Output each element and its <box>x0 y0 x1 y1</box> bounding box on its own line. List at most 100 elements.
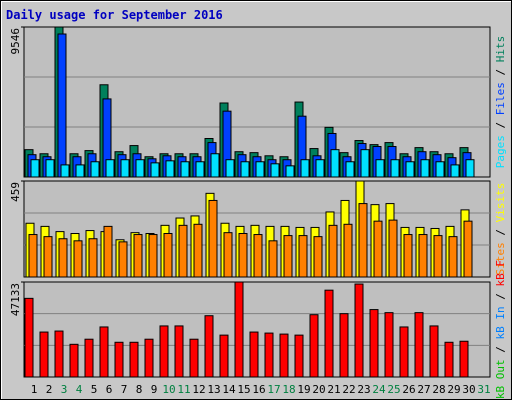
bar <box>225 159 235 178</box>
x-tick-label: 19 <box>297 383 310 396</box>
bar <box>163 232 173 278</box>
bar <box>180 161 190 178</box>
bar <box>399 326 409 378</box>
bar <box>105 159 115 178</box>
legend-entry: Sites <box>494 242 507 275</box>
bar <box>369 309 379 378</box>
bar <box>255 161 265 178</box>
bar <box>57 33 67 178</box>
bar <box>73 240 83 278</box>
bar <box>150 162 160 178</box>
bar <box>129 341 139 378</box>
x-tick-label: 7 <box>121 383 128 396</box>
bar <box>69 343 79 378</box>
bar <box>120 159 130 178</box>
x-tick-label: 5 <box>91 383 98 396</box>
legend-separator: / <box>494 286 507 306</box>
bar <box>283 235 293 278</box>
x-tick-label: 4 <box>76 383 83 396</box>
x-tick-label: 30 <box>462 383 475 396</box>
bar <box>429 325 439 378</box>
bar <box>24 297 34 378</box>
bar <box>165 160 175 178</box>
y-tick-label: 47133 <box>9 283 22 316</box>
bar <box>148 234 158 278</box>
bar <box>103 225 113 278</box>
x-tick-label: 24 <box>372 383 386 396</box>
bar <box>210 153 220 178</box>
x-tick-label: 28 <box>432 383 445 396</box>
bar <box>375 159 385 178</box>
x-tick-label: 14 <box>222 383 236 396</box>
bar <box>234 281 244 378</box>
x-tick-label: 15 <box>237 383 250 396</box>
bar <box>84 338 94 378</box>
bar <box>324 289 334 378</box>
bar <box>253 234 263 278</box>
bar <box>463 220 473 278</box>
bar <box>30 159 40 178</box>
x-tick-label: 31 <box>477 383 490 396</box>
x-tick-label: 22 <box>342 383 355 396</box>
y-tick-label: 9546 <box>9 28 22 55</box>
bar <box>144 338 154 378</box>
bar <box>193 223 203 278</box>
x-tick-label: 10 <box>162 383 175 396</box>
bar <box>339 313 349 378</box>
bar <box>174 325 184 378</box>
bar <box>208 199 218 278</box>
bar <box>345 161 355 178</box>
legend-entry: Pages <box>494 135 507 168</box>
bar <box>45 159 55 178</box>
bar <box>90 161 100 178</box>
bar <box>240 161 250 178</box>
legend-entry: Hits <box>494 36 507 63</box>
bar <box>330 149 340 178</box>
legend-separator: / <box>494 222 507 242</box>
bar <box>223 232 233 278</box>
bar <box>294 334 304 378</box>
bar <box>433 235 443 278</box>
bar <box>279 333 289 378</box>
bar <box>450 164 460 178</box>
bar <box>264 332 274 378</box>
bar <box>54 330 64 378</box>
x-tick-label: 13 <box>207 383 220 396</box>
bar <box>300 159 310 178</box>
bar <box>219 334 229 378</box>
x-tick-label: 20 <box>312 383 325 396</box>
x-tick-label: 29 <box>447 383 460 396</box>
bar <box>444 341 454 378</box>
x-tick-label: 18 <box>282 383 295 396</box>
legend-entry: kB F <box>494 260 507 287</box>
x-tick-label: 27 <box>417 383 430 396</box>
bar <box>118 241 128 278</box>
bar <box>448 236 458 278</box>
bar <box>459 340 469 378</box>
bar <box>39 331 49 378</box>
bar <box>114 341 124 378</box>
bar <box>309 314 319 378</box>
bar <box>354 283 364 378</box>
legend: Pages / Files / Hits <box>494 36 507 169</box>
bar <box>268 240 278 278</box>
legend-separator: / <box>494 115 507 135</box>
bar <box>238 232 248 278</box>
bar <box>249 331 259 378</box>
bar <box>388 219 398 278</box>
bar <box>75 164 85 178</box>
x-tick-label: 6 <box>106 383 113 396</box>
bar <box>343 223 353 278</box>
bar <box>418 234 428 278</box>
bar <box>133 234 143 278</box>
bar <box>135 159 145 178</box>
x-tick-label: 21 <box>327 383 340 396</box>
x-tick-label: 23 <box>357 383 370 396</box>
bar <box>99 326 109 378</box>
bar <box>58 238 68 278</box>
legend-entry: Visits <box>494 183 507 223</box>
chart-title: Daily usage for September 2016 <box>6 8 223 22</box>
bar <box>315 159 325 178</box>
y-tick-label: 459 <box>9 182 22 202</box>
